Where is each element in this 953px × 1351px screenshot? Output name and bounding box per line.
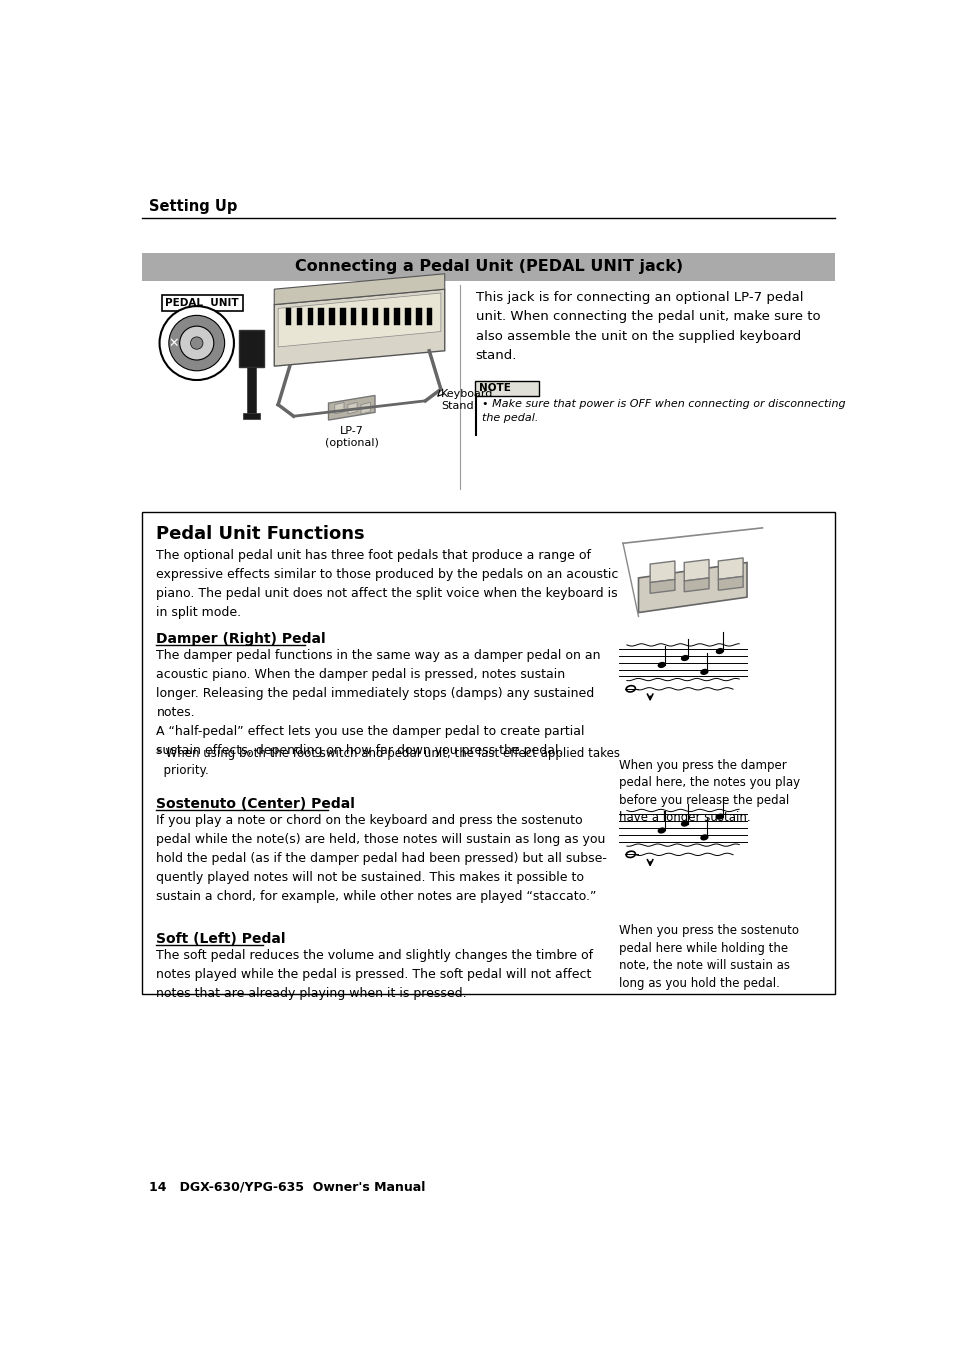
Polygon shape xyxy=(638,562,746,612)
Text: * When using both the foot switch and pedal unit, the last effect applied takes
: * When using both the foot switch and pe… xyxy=(156,747,619,777)
Ellipse shape xyxy=(700,835,707,840)
Text: • Make sure that power is OFF when connecting or disconnecting
the pedal.: • Make sure that power is OFF when conne… xyxy=(481,399,844,423)
Bar xyxy=(286,308,291,326)
Text: If you play a note or chord on the keyboard and press the sostenuto
pedal while : If you play a note or chord on the keybo… xyxy=(156,815,607,904)
Text: 14   DGX-630/YPG-635  Owner's Manual: 14 DGX-630/YPG-635 Owner's Manual xyxy=(149,1179,425,1193)
Bar xyxy=(394,308,399,326)
Bar xyxy=(142,253,835,281)
Text: Keyboard
Stand: Keyboard Stand xyxy=(440,389,493,411)
Text: Pedal Unit Functions: Pedal Unit Functions xyxy=(156,524,365,543)
Ellipse shape xyxy=(658,662,664,667)
Bar xyxy=(239,330,264,367)
Text: PEDAL  UNIT: PEDAL UNIT xyxy=(165,299,239,308)
Bar xyxy=(318,308,323,326)
Ellipse shape xyxy=(658,828,664,832)
Bar xyxy=(340,308,345,326)
Polygon shape xyxy=(278,293,440,347)
Text: The optional pedal unit has three foot pedals that produce a range of
expressive: The optional pedal unit has three foot p… xyxy=(156,550,618,619)
Text: NOTE: NOTE xyxy=(478,384,510,393)
Text: This jack is for connecting an optional LP-7 pedal
unit. When connecting the ped: This jack is for connecting an optional … xyxy=(476,290,820,362)
Text: Sostenuto (Center) Pedal: Sostenuto (Center) Pedal xyxy=(156,797,355,812)
Text: Connecting a Pedal Unit (PEDAL UNIT jack): Connecting a Pedal Unit (PEDAL UNIT jack… xyxy=(294,259,682,274)
FancyBboxPatch shape xyxy=(475,381,537,396)
Circle shape xyxy=(169,315,224,370)
Bar xyxy=(383,308,389,326)
Text: LP-7
(optional): LP-7 (optional) xyxy=(324,426,378,447)
Bar xyxy=(351,308,356,326)
Bar xyxy=(307,308,313,326)
Text: The damper pedal functions in the same way as a damper pedal on an
acoustic pian: The damper pedal functions in the same w… xyxy=(156,648,600,757)
Ellipse shape xyxy=(680,821,688,825)
Polygon shape xyxy=(335,403,344,413)
Bar xyxy=(373,308,377,326)
Circle shape xyxy=(191,336,203,349)
Bar xyxy=(329,308,335,326)
Polygon shape xyxy=(649,580,674,593)
Ellipse shape xyxy=(716,815,722,819)
Text: Damper (Right) Pedal: Damper (Right) Pedal xyxy=(156,632,326,646)
Polygon shape xyxy=(649,561,674,582)
Polygon shape xyxy=(274,289,444,366)
Text: When you press the sostenuto
pedal here while holding the
note, the note will su: When you press the sostenuto pedal here … xyxy=(618,924,799,990)
Text: Setting Up: Setting Up xyxy=(149,200,237,215)
Text: Soft (Left) Pedal: Soft (Left) Pedal xyxy=(156,932,286,946)
Text: When you press the damper
pedal here, the notes you play
before you release the : When you press the damper pedal here, th… xyxy=(618,759,800,824)
Polygon shape xyxy=(348,403,356,413)
Bar xyxy=(361,308,367,326)
Bar xyxy=(416,308,421,326)
Polygon shape xyxy=(683,578,708,592)
Polygon shape xyxy=(718,558,742,580)
Ellipse shape xyxy=(716,648,722,654)
Polygon shape xyxy=(274,274,444,304)
Ellipse shape xyxy=(700,670,707,674)
Circle shape xyxy=(159,307,233,380)
Bar xyxy=(405,308,410,326)
Polygon shape xyxy=(718,577,742,590)
Polygon shape xyxy=(328,396,375,420)
Bar xyxy=(247,367,256,413)
Circle shape xyxy=(179,326,213,359)
Text: The soft pedal reduces the volume and slightly changes the timbre of
notes playe: The soft pedal reduces the volume and sl… xyxy=(156,948,593,1000)
Polygon shape xyxy=(360,403,370,413)
Bar xyxy=(243,413,260,419)
Bar xyxy=(296,308,302,326)
Polygon shape xyxy=(683,559,708,581)
Ellipse shape xyxy=(680,655,688,661)
Bar xyxy=(142,512,835,994)
Text: ✕: ✕ xyxy=(168,336,178,350)
Bar xyxy=(427,308,432,326)
Bar xyxy=(162,295,243,312)
